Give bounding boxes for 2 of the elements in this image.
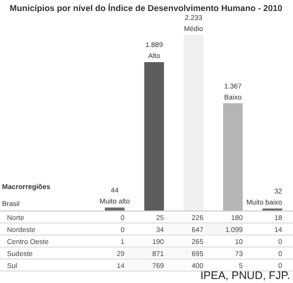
annotation: IPEA, PNUD, FJP. (200, 270, 290, 282)
chart-title: Municípios por nível do Índice de Desenvolvimento Humano - 2010 (10, 3, 283, 13)
